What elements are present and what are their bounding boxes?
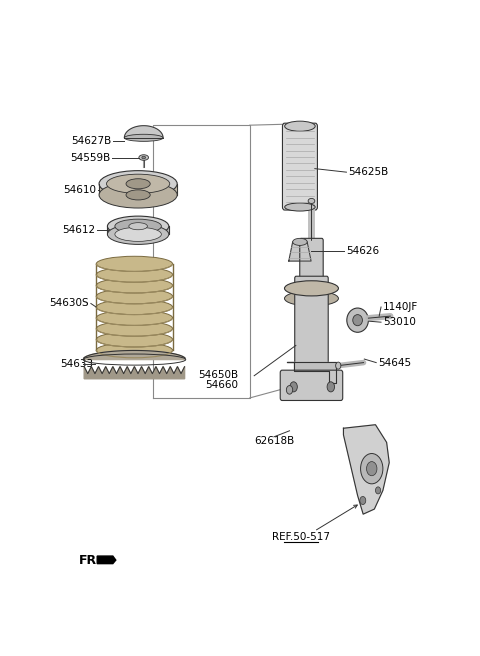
Polygon shape — [287, 361, 336, 383]
Text: 54625B: 54625B — [348, 167, 388, 177]
Text: FR.: FR. — [79, 554, 102, 567]
Ellipse shape — [96, 256, 172, 272]
Text: 54645: 54645 — [378, 358, 411, 367]
FancyBboxPatch shape — [280, 370, 343, 400]
Ellipse shape — [285, 203, 315, 211]
Text: REF.50-517: REF.50-517 — [272, 533, 330, 543]
Ellipse shape — [285, 281, 338, 296]
Ellipse shape — [367, 462, 377, 476]
FancyBboxPatch shape — [295, 276, 328, 363]
Ellipse shape — [360, 497, 366, 504]
Text: 54633: 54633 — [60, 359, 94, 369]
Ellipse shape — [129, 222, 147, 230]
Polygon shape — [344, 424, 389, 514]
Ellipse shape — [99, 171, 177, 197]
Text: 54626: 54626 — [346, 247, 379, 256]
Ellipse shape — [124, 134, 163, 141]
Ellipse shape — [375, 487, 381, 494]
Ellipse shape — [108, 224, 169, 245]
Ellipse shape — [139, 155, 148, 160]
Ellipse shape — [327, 382, 335, 392]
Ellipse shape — [115, 219, 161, 234]
Ellipse shape — [360, 453, 383, 484]
Ellipse shape — [287, 386, 293, 394]
Text: 54627B: 54627B — [71, 136, 111, 146]
Polygon shape — [83, 350, 186, 359]
Ellipse shape — [96, 342, 172, 358]
Text: 54630S: 54630S — [49, 298, 89, 308]
Ellipse shape — [285, 121, 315, 131]
Polygon shape — [108, 226, 169, 234]
FancyBboxPatch shape — [300, 238, 323, 291]
Text: 1140JF: 1140JF — [383, 302, 418, 312]
Ellipse shape — [290, 382, 297, 392]
Polygon shape — [84, 367, 185, 379]
Ellipse shape — [96, 299, 172, 315]
Ellipse shape — [96, 332, 172, 347]
Text: 53010: 53010 — [383, 318, 416, 327]
Ellipse shape — [126, 178, 150, 189]
Ellipse shape — [293, 238, 307, 245]
Ellipse shape — [353, 315, 362, 326]
Ellipse shape — [336, 362, 341, 369]
Polygon shape — [99, 184, 177, 195]
Ellipse shape — [96, 278, 172, 293]
Ellipse shape — [285, 291, 338, 306]
Ellipse shape — [347, 308, 368, 333]
Polygon shape — [124, 126, 163, 138]
Ellipse shape — [96, 267, 172, 282]
Ellipse shape — [115, 227, 161, 241]
Text: 62618B: 62618B — [254, 436, 294, 446]
Ellipse shape — [96, 289, 172, 304]
Ellipse shape — [142, 156, 145, 159]
Text: 54612: 54612 — [62, 225, 96, 236]
Text: 54650B: 54650B — [198, 370, 239, 380]
Ellipse shape — [108, 216, 169, 236]
Text: 54559B: 54559B — [70, 152, 110, 163]
Ellipse shape — [107, 174, 170, 194]
Ellipse shape — [96, 310, 172, 325]
Polygon shape — [97, 556, 116, 564]
FancyBboxPatch shape — [282, 123, 317, 210]
Polygon shape — [289, 242, 311, 261]
Text: 54660: 54660 — [205, 380, 239, 390]
Text: 54610: 54610 — [63, 186, 96, 195]
Ellipse shape — [126, 190, 150, 200]
Ellipse shape — [99, 182, 177, 208]
Ellipse shape — [96, 321, 172, 337]
Ellipse shape — [308, 198, 315, 203]
